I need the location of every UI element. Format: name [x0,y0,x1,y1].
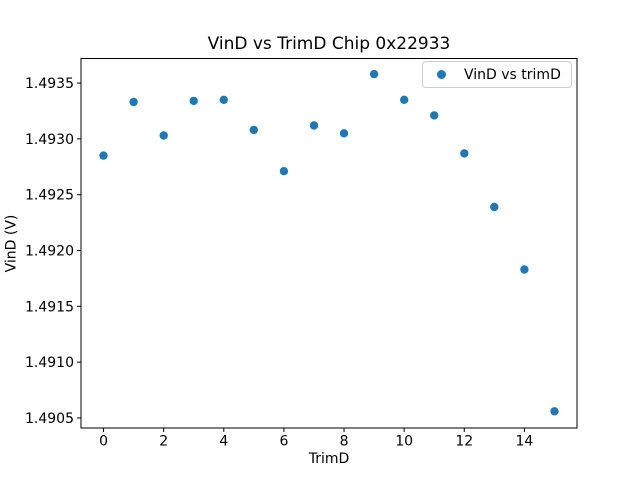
x-axis-label: TrimD [308,451,350,467]
data-point [520,265,529,274]
data-point [189,96,198,106]
legend: VinD vs trimD [422,61,572,88]
data-point [129,97,138,107]
y-tick-label: 1.4925 [25,188,74,204]
x-tick-label: 4 [219,434,228,450]
data-point [99,151,108,160]
data-point [460,149,469,158]
data-point [400,95,409,105]
x-tick-label: 10 [395,434,413,450]
y-tick-label: 1.4930 [25,132,74,148]
x-tick-label: 0 [99,434,108,450]
x-tick-label: 8 [340,434,349,450]
data-point [550,407,559,416]
y-tick-label: 1.4920 [25,244,74,260]
data-point [369,69,379,79]
x-tick-label: 2 [159,434,168,450]
data-point [249,125,258,135]
y-tick-label: 1.4905 [25,411,74,427]
legend-label: VinD vs trimD [464,66,561,83]
x-tick-label: 12 [455,434,473,450]
y-tick-label: 1.4910 [25,355,74,371]
chart-title: VinD vs TrimD Chip 0x22933 [207,34,451,54]
data-point [339,129,349,138]
data-point [309,121,319,130]
y-tick-label: 1.4935 [25,76,74,92]
data-point [159,131,168,140]
y-axis-label: VinD (V) [3,214,20,273]
legend-marker-icon [437,70,446,79]
data-point [430,111,439,120]
plot-border [80,58,578,429]
x-tick-label: 6 [279,434,288,450]
x-tick-label: 14 [515,434,533,450]
data-point [490,202,499,212]
y-tick-label: 1.4915 [25,299,74,315]
data-point [279,167,289,176]
data-point [219,95,228,105]
